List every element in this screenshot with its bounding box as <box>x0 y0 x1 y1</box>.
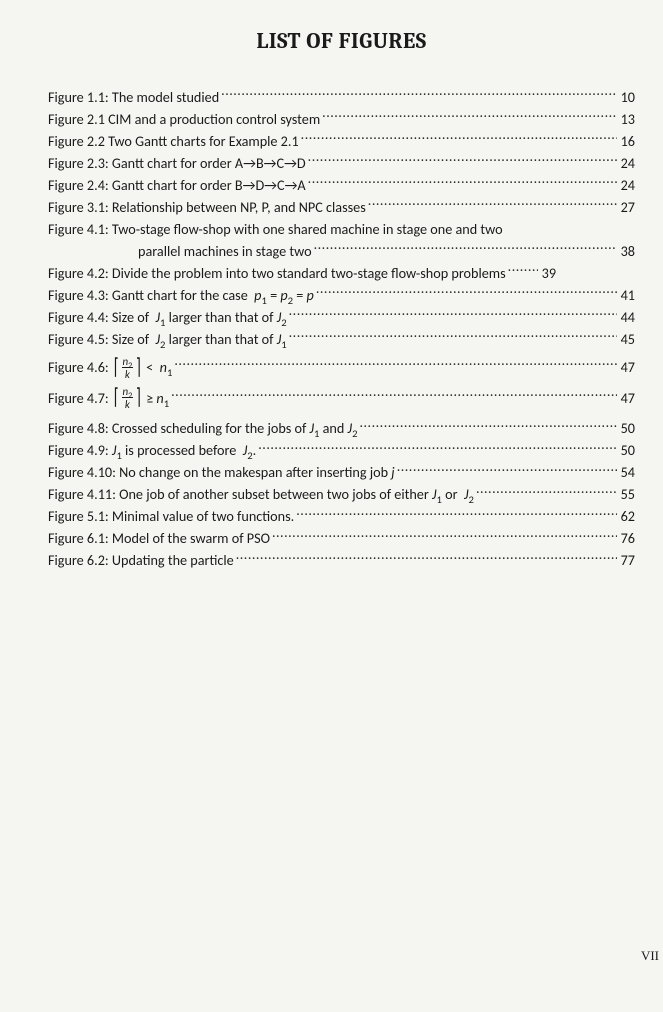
toc-label: Figure 6.2: Updating the particle <box>48 549 234 571</box>
toc-label: Figure 2.2 Two Gantt charts for Example … <box>48 130 299 152</box>
toc-page-number: 54 <box>619 461 635 483</box>
toc-leader-dots <box>368 198 617 212</box>
page-title: LIST OF FIGURES <box>48 28 635 54</box>
toc-leader-dots <box>322 110 616 124</box>
toc-entry: Figure 4.4: Size of J1 larger than that … <box>48 306 635 328</box>
toc-label: Figure 2.3: Gantt chart for order A→B→C→… <box>48 152 306 174</box>
toc-page-number: 50 <box>619 417 635 439</box>
toc-page-number: 47 <box>619 387 635 409</box>
toc-page-number: 45 <box>619 328 635 350</box>
toc-leader-dots <box>508 264 538 278</box>
toc-entry: Figure 5.1: Minimal value of two functio… <box>48 505 635 527</box>
toc-page-number: 47 <box>619 356 635 378</box>
toc-leader-dots <box>316 286 617 300</box>
toc-page-number: 24 <box>619 152 635 174</box>
toc-label: Figure 4.2: Divide the problem into two … <box>48 262 506 284</box>
toc-label-cont: parallel machines in stage two <box>138 240 312 262</box>
toc-page-number: 38 <box>619 240 635 262</box>
toc-entry: Figure 1.1: The model studied 10 <box>48 86 635 108</box>
page-container: LIST OF FIGURES Figure 1.1: The model st… <box>0 0 663 571</box>
toc-label: Figure 4.1: Two-stage flow-shop with one… <box>48 218 635 240</box>
toc-entry: Figure 4.2: Divide the problem into two … <box>48 262 635 284</box>
toc-label: Figure 6.1: Model of the swarm of PSO <box>48 527 270 549</box>
toc-page-number: 27 <box>619 196 635 218</box>
toc-leader-dots <box>308 176 617 190</box>
toc-leader-dots <box>296 507 616 521</box>
toc-entry: Figure 4.10: No change on the makespan a… <box>48 461 635 483</box>
toc-label: Figure 4.4: Size of J1 larger than that … <box>48 306 287 328</box>
toc-label: Figure 4.5: Size of J2 larger than that … <box>48 328 287 350</box>
toc-label: Figure 4.8: Crossed scheduling for the j… <box>48 417 357 439</box>
toc-label: Figure 4.11: One job of another subset b… <box>48 483 474 505</box>
toc-entry: Figure 4.5: Size of J2 larger than that … <box>48 328 635 350</box>
toc-page-number: 55 <box>619 483 635 505</box>
toc-entry: Figure 2.2 Two Gantt charts for Example … <box>48 130 635 152</box>
toc-entry: Figure 6.1: Model of the swarm of PSO 76 <box>48 527 635 549</box>
toc-leader-dots <box>174 358 616 372</box>
toc-page-number: 77 <box>619 549 635 571</box>
toc-page-number: 13 <box>619 108 635 130</box>
toc-page-number: 24 <box>619 174 635 196</box>
toc-leader-dots <box>314 242 617 256</box>
toc-label: Figure 4.3: Gantt chart for the case p1 … <box>48 284 314 306</box>
toc-label: Figure 3.1: Relationship between NP, P, … <box>48 196 366 218</box>
toc-leader-dots <box>301 132 617 146</box>
toc-leader-dots <box>258 441 616 455</box>
toc-page-number: 16 <box>619 130 635 152</box>
list-of-figures: Figure 1.1: The model studied 10 Figure 2.… <box>48 86 635 571</box>
toc-leader-dots <box>289 330 617 344</box>
toc-entry: Figure 2.3: Gantt chart for order A→B→C→… <box>48 152 635 174</box>
toc-label: Figure 2.1 CIM and a production control … <box>48 108 320 130</box>
toc-page-number: 44 <box>619 306 635 328</box>
toc-label: Figure 4.10: No change on the makespan a… <box>48 461 395 483</box>
toc-label: Figure 1.1: The model studied <box>48 86 219 108</box>
toc-entry: Figure 2.1 CIM and a production control … <box>48 108 635 130</box>
toc-page-number: 76 <box>619 527 635 549</box>
toc-leader-dots <box>397 463 617 477</box>
toc-leader-dots <box>221 88 616 102</box>
toc-leader-dots <box>476 485 617 499</box>
toc-entry: Figure 4.1: Two-stage flow-shop with one… <box>48 218 635 262</box>
toc-entry: Figure 4.6: ⌈n2k⌉ < n1 47 <box>48 356 635 381</box>
toc-entry: Figure 6.2: Updating the particle 77 <box>48 549 635 571</box>
toc-page-number: 62 <box>619 505 635 527</box>
toc-page-number: 10 <box>619 86 635 108</box>
toc-leader-dots <box>308 154 617 168</box>
toc-leader-dots <box>272 529 617 543</box>
toc-entry: Figure 4.9: J1 is processed before J2. 50 <box>48 439 635 461</box>
toc-entry: Figure 2.4: Gantt chart for order B→D→C→… <box>48 174 635 196</box>
toc-page-number: 50 <box>619 439 635 461</box>
toc-entry: Figure 3.1: Relationship between NP, P, … <box>48 196 635 218</box>
toc-label: Figure 4.6: ⌈n2k⌉ < n1 <box>48 356 172 381</box>
toc-leader-dots <box>236 551 617 565</box>
toc-entry: Figure 4.3: Gantt chart for the case p1 … <box>48 284 635 306</box>
toc-label: Figure 4.9: J1 is processed before J2. <box>48 439 256 461</box>
toc-leader-dots <box>171 388 616 402</box>
toc-entry: Figure 4.11: One job of another subset b… <box>48 483 635 505</box>
page-number: VII <box>641 948 659 964</box>
toc-label: Figure 2.4: Gantt chart for order B→D→C→… <box>48 174 306 196</box>
toc-label: Figure 4.7: ⌈n2k⌉ ≥ n1 <box>48 387 169 412</box>
toc-page-number: 41 <box>619 284 635 306</box>
toc-leader-dots <box>359 419 616 433</box>
toc-label: Figure 5.1: Minimal value of two functio… <box>48 505 294 527</box>
toc-entry: Figure 4.8: Crossed scheduling for the j… <box>48 417 635 439</box>
toc-page-number: 39 <box>540 262 556 284</box>
toc-leader-dots <box>289 308 617 322</box>
toc-entry: Figure 4.7: ⌈n2k⌉ ≥ n1 47 <box>48 387 635 412</box>
